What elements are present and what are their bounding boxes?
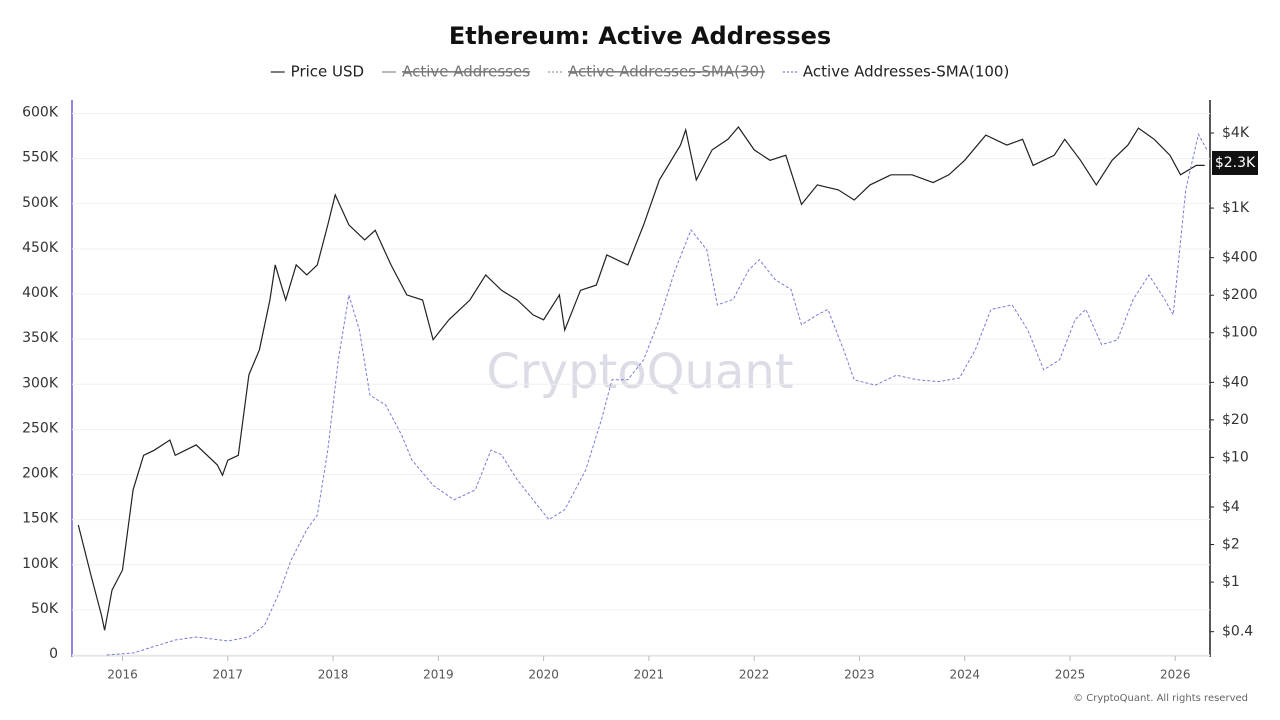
x-tick-label: 2020 [528, 668, 559, 682]
y-tick-label: 50K [31, 601, 59, 617]
y2-tick-label: $4K [1222, 125, 1250, 141]
y2-tick-label: $20 [1222, 412, 1249, 428]
y-tick-label: 500K [22, 195, 59, 211]
y-tick-label: 100K [22, 556, 59, 572]
y2-tick-label: $10 [1222, 449, 1249, 465]
x-tick-label: 2019 [423, 668, 454, 682]
x-tick-label: 2022 [739, 668, 770, 682]
y-tick-label: 0 [49, 646, 58, 662]
series-line [77, 126, 1205, 631]
last-price-label: $2.3K [1215, 155, 1256, 171]
y2-tick-label: $100 [1222, 325, 1258, 341]
y2-tick-label: $4 [1222, 499, 1240, 515]
legend: Price USD Active Addresses Active Addresse… [270, 63, 1009, 81]
y-tick-label: 300K [22, 375, 59, 391]
y-tick-label: 600K [22, 105, 59, 121]
y-tick-label: 150K [22, 511, 59, 527]
y-tick-label: 250K [22, 420, 59, 436]
x-tick-label: 2016 [107, 668, 138, 682]
x-tick-label: 2018 [318, 668, 349, 682]
y-tick-label: 400K [22, 285, 59, 301]
y2-tick-label: $40 [1222, 374, 1249, 390]
last-price-box [1212, 150, 1258, 175]
y2-tick-label: $400 [1222, 250, 1258, 266]
y-tick-label: 450K [22, 240, 59, 256]
x-tick-label: 2026 [1160, 668, 1191, 682]
y-tick-label: 350K [22, 330, 59, 346]
x-tick-label: 2023 [844, 668, 875, 682]
copyright: © CryptoQuant. All rights reserved [1073, 693, 1248, 704]
y-tick-label: 200K [22, 466, 59, 482]
y2-tick-label: $1K [1222, 200, 1250, 216]
y2-tick-label: $1 [1222, 574, 1240, 590]
x-tick-label: 2021 [634, 668, 665, 682]
legend-label: Price USD [291, 63, 364, 81]
watermark: CryptoQuant [486, 344, 793, 400]
x-tick-label: 2025 [1055, 668, 1086, 682]
series-line [106, 132, 1208, 656]
x-tick-label: 2017 [213, 668, 244, 682]
legend-label: Active Addresses-SMA(100) [803, 63, 1009, 81]
y2-tick-label: $200 [1222, 287, 1258, 303]
chart-title: Ethereum: Active Addresses [449, 22, 831, 50]
y-tick-label: 550K [22, 150, 59, 166]
x-tick-label: 2024 [949, 668, 980, 682]
y2-tick-label: $2 [1222, 537, 1240, 553]
y2-tick-label: $0.4 [1222, 624, 1253, 640]
